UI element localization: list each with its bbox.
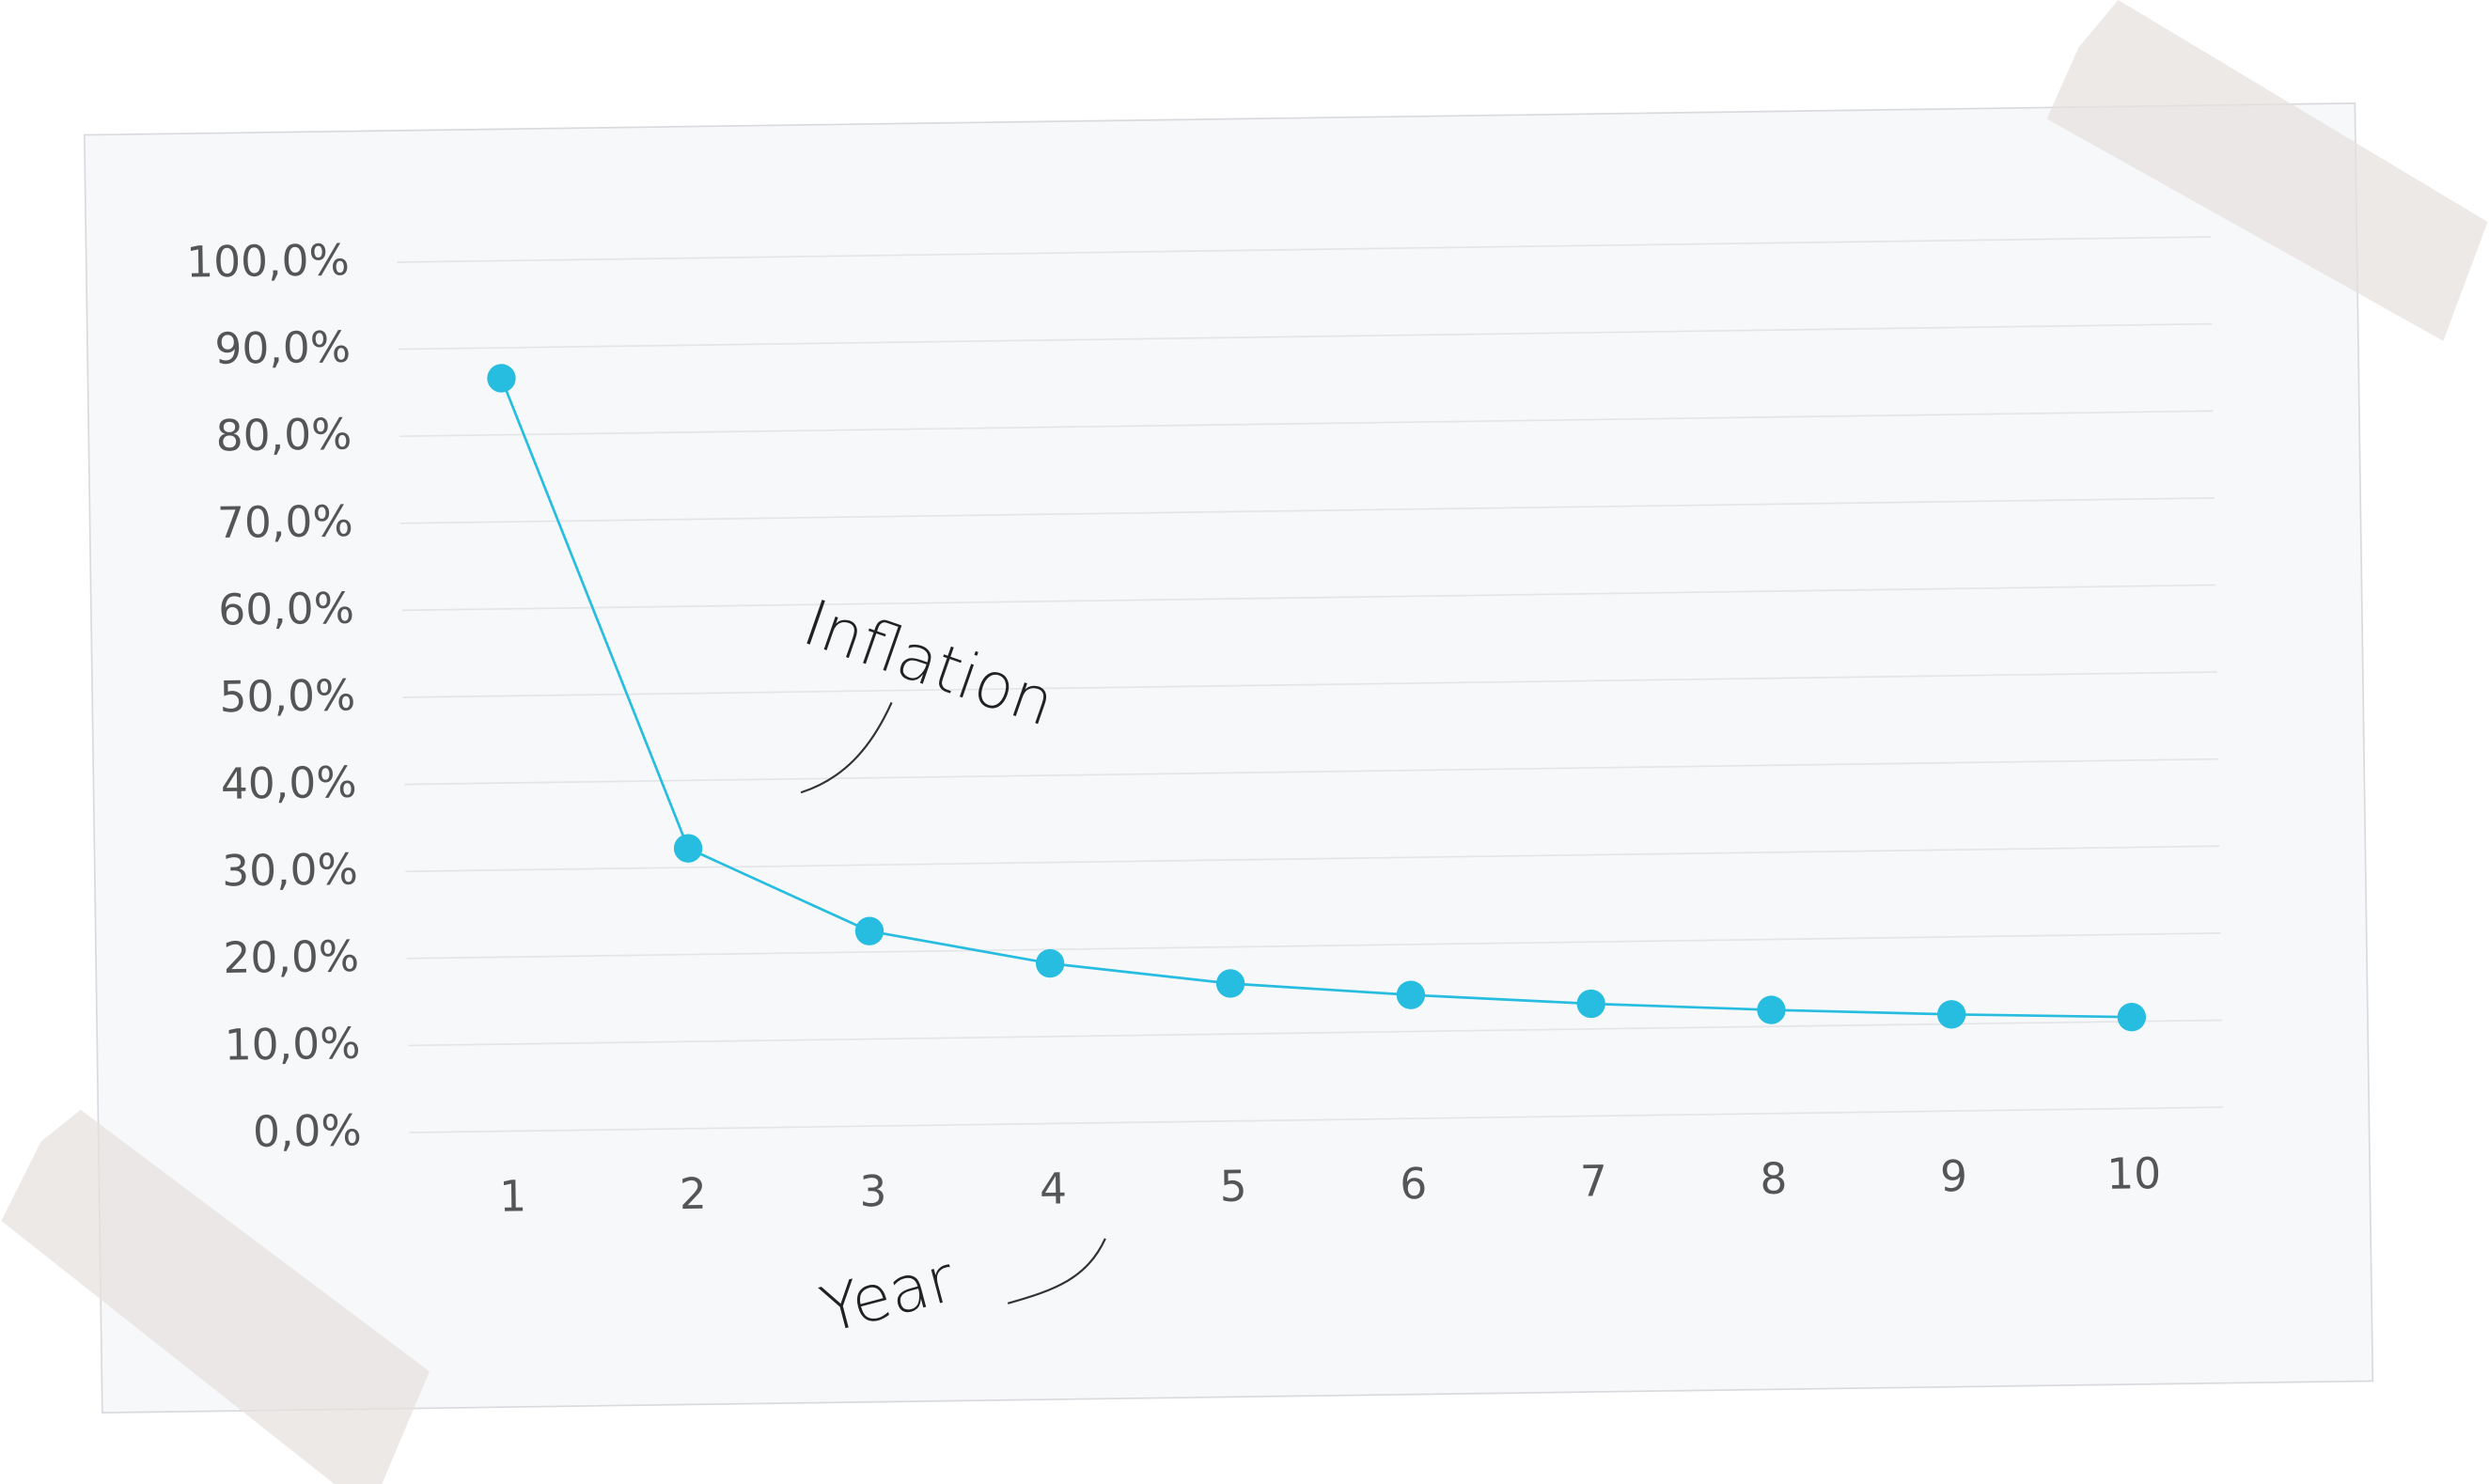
grid-line [401,584,2216,612]
paper: 0,0% 10,0% 20,0% 30,0% 40,0% 50,0% 60,0% 70,0% 8… [83,102,2374,1414]
x-tick-label: 2 [679,1169,707,1219]
data-line [500,377,2132,1019]
annotation-curve [1007,1238,1106,1304]
y-tick-label: 60,0% [218,584,354,635]
data-point [854,916,884,945]
y-tick-label: 70,0% [217,496,353,548]
y-tick-label: 0,0% [253,1105,362,1157]
plot: 0,0% 10,0% 20,0% 30,0% 40,0% 50,0% 60,0% 70,0% 8… [186,235,2224,1222]
x-tick-label: 3 [859,1166,887,1216]
x-tick-label: 10 [2106,1148,2162,1199]
x-tick-label: 5 [1219,1162,1247,1211]
data-point [1757,995,1786,1024]
grid-line [398,322,2213,351]
x-tick-label: 1 [499,1171,527,1221]
x-tick-label: 4 [1040,1164,1068,1213]
y-tick-label: 80,0% [215,409,352,461]
data-point [2117,1003,2147,1032]
grid-line [408,1019,2222,1047]
grid-line [405,845,2220,873]
tape [1,1109,430,1484]
grid-line [400,497,2215,524]
data-point [1396,980,1426,1009]
y-tick-label: 100,0% [186,235,350,287]
y-tick-label: 10,0% [224,1019,360,1070]
tape [2046,0,2488,341]
data-point [1215,969,1245,998]
y-tick-label: 90,0% [214,322,351,374]
grid-line [399,410,2214,438]
data-point [1035,948,1065,978]
grid-line [404,758,2218,786]
y-tick-label: 40,0% [221,758,357,809]
annotation-curve [800,701,893,794]
paper-sheet [83,102,2374,1414]
x-tick-label: 9 [1940,1151,1968,1201]
grid-line [397,236,2212,263]
y-tick-label: 20,0% [223,931,359,983]
data-point [487,364,516,393]
data-point [1936,1000,1966,1029]
grid-line [406,932,2221,960]
x-tick-label: 8 [1760,1154,1788,1204]
data-point [1576,989,1605,1019]
grid-line [409,1106,2224,1133]
x-tick-label: 7 [1579,1156,1607,1206]
data-point [673,834,703,863]
grid-line [402,671,2217,698]
y-tick-label: 50,0% [219,670,355,722]
x-tick-label: 6 [1400,1159,1428,1209]
y-tick-label: 30,0% [222,844,358,896]
